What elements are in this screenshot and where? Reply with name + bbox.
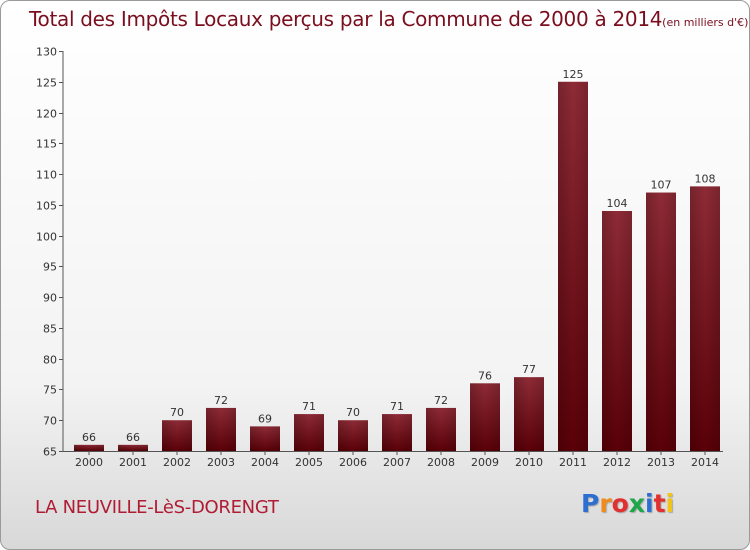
- y-tick-label: 125: [36, 77, 57, 90]
- y-tick-label: 70: [43, 415, 57, 428]
- y-tick-label: 90: [43, 292, 57, 305]
- x-tick-label: 2008: [427, 456, 455, 469]
- bar-value-label: 66: [82, 431, 96, 444]
- logo-letter: P: [581, 489, 600, 518]
- bar-shade: [382, 414, 412, 451]
- bar-value-label: 70: [346, 406, 360, 419]
- bar-shade: [250, 426, 280, 451]
- y-tick-label: 115: [36, 138, 57, 151]
- chart-title: Total des Impôts Locaux perçus par la Co…: [29, 7, 748, 31]
- bar-shade: [470, 383, 500, 451]
- y-tick-label: 130: [36, 46, 57, 59]
- bar-group: [206, 407, 236, 451]
- bar-group: [470, 383, 500, 451]
- y-tick-label: 65: [43, 446, 57, 459]
- bar-shade: [646, 192, 676, 452]
- y-tick-label: 85: [43, 323, 57, 336]
- bar-shade: [74, 444, 104, 451]
- x-tick-label: 2005: [295, 456, 323, 469]
- bar-value-label: 104: [607, 197, 628, 210]
- logo-letter: i: [665, 489, 675, 518]
- bar-group: [646, 192, 676, 452]
- y-tick-label: 95: [43, 261, 57, 274]
- bar-shade: [426, 407, 456, 451]
- chart-title-unit: (en milliers d'€): [662, 16, 749, 29]
- chart-title-main: Total des Impôts Locaux perçus par la Co…: [29, 7, 663, 31]
- x-tick-label: 2014: [691, 456, 719, 469]
- bar-group: [602, 211, 632, 451]
- bar-value-label: 107: [651, 179, 672, 192]
- y-tick-label: 100: [36, 231, 57, 244]
- bar-value-label: 72: [214, 394, 228, 407]
- x-tick-label: 2003: [207, 456, 235, 469]
- x-tick-label: 2002: [163, 456, 191, 469]
- bar-shade: [690, 186, 720, 451]
- bar-group: [118, 444, 148, 451]
- bar-shade: [338, 420, 368, 451]
- commune-name: LA NEUVILLE-LèS-DORENGT: [35, 497, 279, 518]
- logo-letter: t: [653, 489, 666, 518]
- y-tick-label: 75: [43, 384, 57, 397]
- x-tick-label: 2009: [471, 456, 499, 469]
- x-tick-label: 2006: [339, 456, 367, 469]
- bar-group: [514, 377, 544, 451]
- logo-letter: o: [611, 489, 629, 518]
- axes: 65 70 75 80 85 90 95 100 105 110 115 120 125 130: [36, 46, 723, 459]
- bar-group: [338, 420, 368, 451]
- bar-shade: [294, 414, 324, 451]
- bar-group: [74, 444, 104, 451]
- x-tick-label: 2013: [647, 456, 675, 469]
- bar-value-label: 108: [695, 172, 716, 185]
- bar-value-label: 76: [478, 369, 492, 382]
- bar-group: [382, 414, 412, 451]
- bar-group: [690, 186, 720, 451]
- x-tick-label: 2000: [75, 456, 103, 469]
- y-tick-label: 105: [36, 200, 57, 213]
- x-tick-label: 2012: [603, 456, 631, 469]
- logo-letter: r: [599, 489, 612, 518]
- y-tick-label: 110: [36, 169, 57, 182]
- bar-shade: [514, 377, 544, 451]
- proxiti-logo[interactable]: Proxiti: [581, 489, 674, 518]
- bar-group: [426, 407, 456, 451]
- x-tick-label: 2004: [251, 456, 279, 469]
- x-tick-label: 2001: [119, 456, 147, 469]
- labels: 66 2000 66 2001 70 2002 72 2003 69 2004 71 2005 70 20…: [75, 68, 719, 469]
- bar-group: [558, 81, 588, 452]
- bar-value-label: 69: [258, 412, 272, 425]
- bar-group: [162, 420, 192, 451]
- x-tick-label: 2010: [515, 456, 543, 469]
- logo-letter: i: [645, 489, 654, 518]
- bar-value-label: 77: [522, 363, 536, 376]
- bar-shade: [206, 407, 236, 451]
- bar-shade: [162, 420, 192, 451]
- bar-value-label: 71: [302, 400, 316, 413]
- bar-value-label: 72: [434, 394, 448, 407]
- bar-shade: [602, 211, 632, 451]
- bar-shade: [558, 81, 588, 452]
- x-tick-label: 2007: [383, 456, 411, 469]
- bar-value-label: 71: [390, 400, 404, 413]
- bar-value-label: 125: [563, 68, 584, 81]
- y-tick-label: 80: [43, 354, 57, 367]
- bars: [74, 81, 720, 452]
- y-tick-label: 120: [36, 108, 57, 121]
- logo-letter: x: [628, 489, 645, 518]
- bar-value-label: 70: [170, 406, 184, 419]
- x-tick-label: 2011: [559, 456, 587, 469]
- bar-group: [250, 426, 280, 451]
- bar-value-label: 66: [126, 431, 140, 444]
- bar-group: [294, 414, 324, 451]
- bar-shade: [118, 444, 148, 451]
